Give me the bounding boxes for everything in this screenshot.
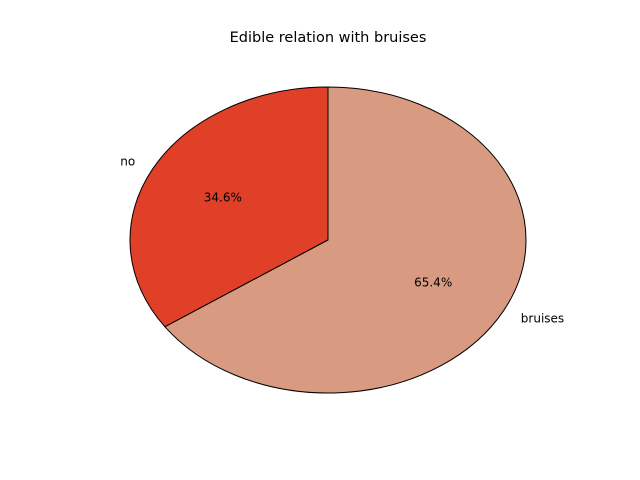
slice-label-bruises: bruises [521, 311, 564, 325]
pie-slice-no [129, 86, 329, 328]
slice-label-no: no [120, 155, 135, 169]
pie-labels: no 34.6% bruises 65.4% [120, 155, 564, 326]
chart-title: Edible relation with bruises [230, 30, 427, 46]
pie-slices [129, 86, 527, 394]
pie-slice-bruises [164, 86, 527, 394]
slice-percent-no: 34.6% [204, 190, 242, 204]
slice-percent-bruises: 65.4% [414, 276, 452, 290]
